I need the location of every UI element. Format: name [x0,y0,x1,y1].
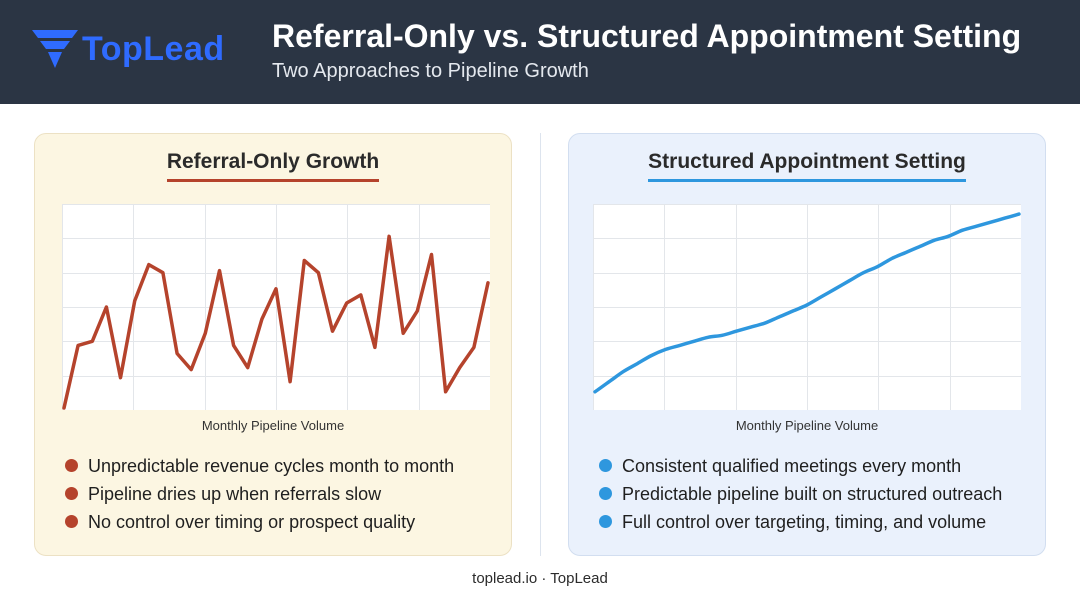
series-line-0 [62,234,490,410]
bullet-dot-icon [599,459,612,472]
structured-bullet-list: Consistent qualified meetings every mont… [599,454,1002,538]
funnel-icon [32,30,78,68]
referral-bullet-list: Unpredictable revenue cycles month to mo… [65,454,454,538]
bullet-dot-icon [599,487,612,500]
footer[interactable]: toplead.io · TopLead [472,570,608,587]
list-item: Full control over targeting, timing, and… [599,510,1002,538]
logo[interactable]: TopLead [32,26,242,76]
referral-panel-title: Referral-Only Growth [35,150,511,182]
logo-text: TopLead [82,30,225,68]
bullet-dot-icon [65,459,78,472]
header: TopLead Referral-Only vs. Structured App… [0,0,1080,104]
structured-panel-title: Structured Appointment Setting [569,150,1045,182]
referral-chart [62,204,490,410]
list-item: Predictable pipeline built on structured… [599,482,1002,510]
list-item: Pipeline dries up when referrals slow [65,482,454,510]
bullet-dot-icon [65,487,78,500]
bullet-dot-icon [65,515,78,528]
page-subtitle: Two Approaches to Pipeline Growth [272,60,589,82]
referral-panel: Referral-Only Growth Monthly Pipeline Vo… [34,133,512,556]
panel-divider [540,133,541,556]
page-title: Referral-Only vs. Structured Appointment… [272,18,1022,54]
referral-chart-xlabel: Monthly Pipeline Volume [201,418,345,433]
structured-chart [593,204,1021,410]
structured-panel: Structured Appointment Setting Monthly P… [568,133,1046,556]
list-item: No control over timing or prospect quali… [65,510,454,538]
structured-chart-xlabel: Monthly Pipeline Volume [735,418,879,433]
bullet-dot-icon [599,515,612,528]
series-line-0 [593,212,1021,394]
list-item: Unpredictable revenue cycles month to mo… [65,454,454,482]
list-item: Consistent qualified meetings every mont… [599,454,1002,482]
